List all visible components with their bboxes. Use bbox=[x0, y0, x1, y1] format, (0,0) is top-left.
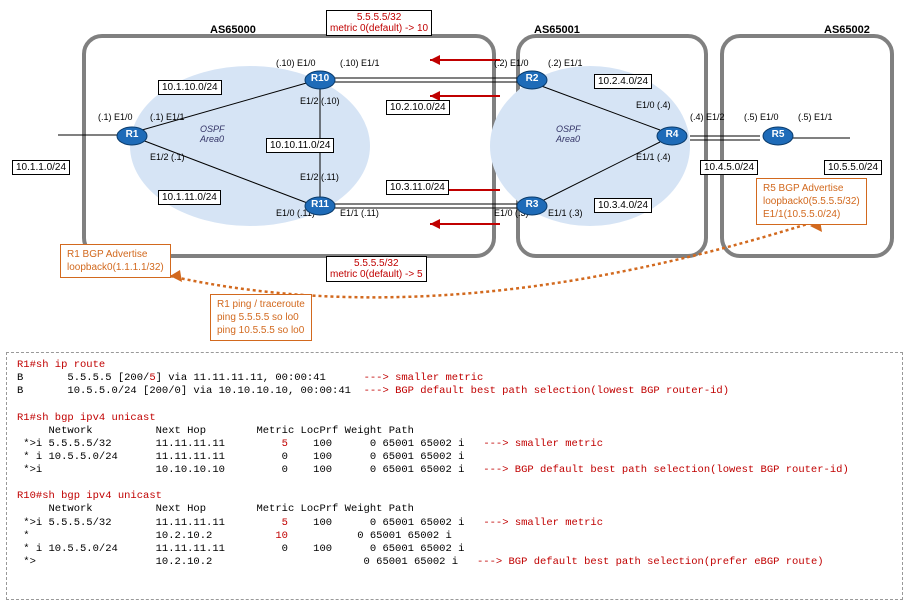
router-r4: R4 bbox=[656, 126, 688, 146]
i-r5e10: (.5) E1/0 bbox=[744, 112, 779, 122]
router-r3: R3 bbox=[516, 196, 548, 216]
redist-bot: 5.5.5.5/32metric 0(default) -> 5 bbox=[326, 256, 427, 282]
router-r10: R10 bbox=[304, 70, 336, 90]
i-r4e12: (.4) E1/2 bbox=[690, 112, 725, 122]
ospf-left: OSPFArea0 bbox=[200, 124, 225, 144]
i-r1e12: E1/2 (.1) bbox=[150, 152, 185, 162]
as65000-label: AS65000 bbox=[210, 24, 256, 36]
r5-advertise: R5 BGP Advertiseloopback0(5.5.5.5/32)E1/… bbox=[756, 178, 867, 225]
subnet-3: 10.1.11.0/24 bbox=[158, 190, 221, 205]
router-r11: R11 bbox=[304, 196, 336, 216]
i-r4e11: E1/1 (.4) bbox=[636, 152, 671, 162]
router-r5: R5 bbox=[762, 126, 794, 146]
subnet-6: 10.3.11.0/24 bbox=[386, 180, 449, 195]
i-r2e11: (.2) E1/1 bbox=[548, 58, 583, 68]
subnet-5: 10.2.10.0/24 bbox=[386, 100, 450, 115]
subnet-10: 10.5.5.0/24 bbox=[824, 160, 882, 175]
ping-note: R1 ping / tracerouteping 5.5.5.5 so lo0p… bbox=[210, 294, 312, 341]
i-r2e10: (.2) E1/0 bbox=[494, 58, 529, 68]
subnet-7: 10.2.4.0/24 bbox=[594, 74, 652, 89]
i-r11e12: E1/2 (.11) bbox=[300, 172, 339, 182]
subnet-4: 10.10.11.0/24 bbox=[266, 138, 334, 153]
router-r2: R2 bbox=[516, 70, 548, 90]
r1-advertise: R1 BGP Advertiseloopback0(1.1.1.1/32) bbox=[60, 244, 171, 278]
cli-output: R1#sh ip route B 5.5.5.5 [200/5] via 11.… bbox=[6, 352, 903, 600]
ospf-right: OSPFArea0 bbox=[556, 124, 581, 144]
i-r11e11: E1/1 (.11) bbox=[340, 208, 379, 218]
i-r10e12: E1/2 (.10) bbox=[300, 96, 340, 106]
i-r1e10: (.1) E1/0 bbox=[98, 112, 133, 122]
i-r1e11: (.1) E1/1 bbox=[150, 112, 185, 122]
i-r10e10: (.10) E1/0 bbox=[276, 58, 316, 68]
redist-top: 5.5.5.5/32metric 0(default) -> 10 bbox=[326, 10, 432, 36]
i-r4e10: E1/0 (.4) bbox=[636, 100, 671, 110]
topology-svg bbox=[0, 0, 909, 342]
subnet-2: 10.1.10.0/24 bbox=[158, 80, 222, 95]
subnet-1: 10.1.1.0/24 bbox=[12, 160, 70, 175]
subnet-9: 10.4.5.0/24 bbox=[700, 160, 758, 175]
as65001-label: AS65001 bbox=[534, 24, 580, 36]
network-diagram: AS65000 AS65001 AS65002 5.5.5.5/32metric… bbox=[0, 0, 909, 342]
router-r1: R1 bbox=[116, 126, 148, 146]
i-r5e11: (.5) E1/1 bbox=[798, 112, 833, 122]
as65002-label: AS65002 bbox=[824, 24, 870, 36]
i-r3e11: E1/1 (.3) bbox=[548, 208, 583, 218]
i-r10e11: (.10) E1/1 bbox=[340, 58, 380, 68]
subnet-8: 10.3.4.0/24 bbox=[594, 198, 652, 213]
